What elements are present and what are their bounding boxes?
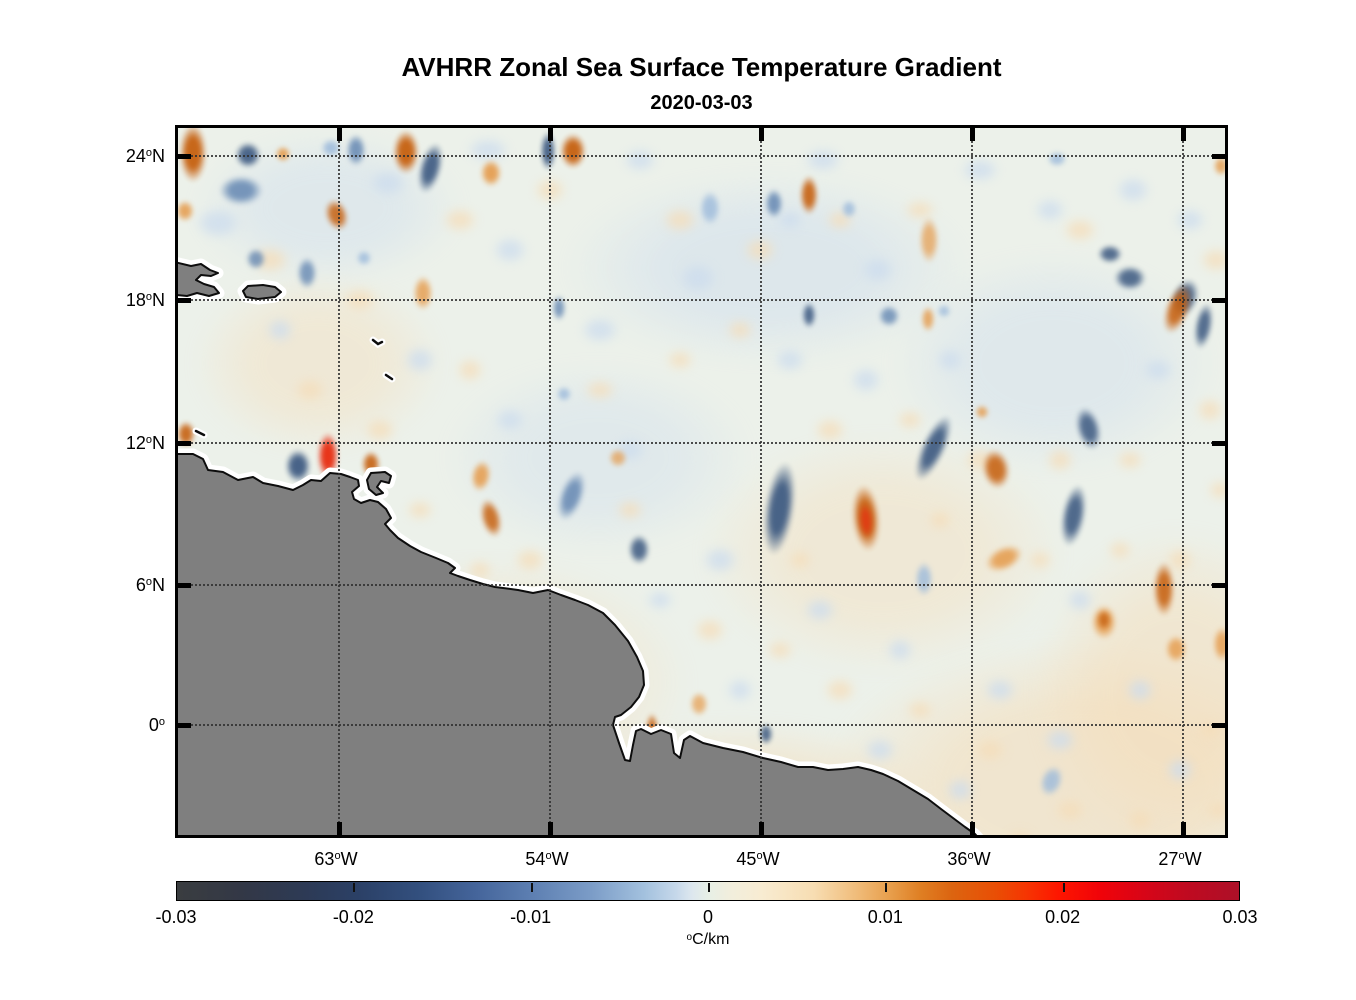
lat-tick-label-12N: 12oN xyxy=(125,433,165,453)
tick-left xyxy=(178,723,191,728)
tick-left xyxy=(178,154,191,159)
chart-title: AVHRR Zonal Sea Surface Temperature Grad… xyxy=(401,52,1002,82)
gridline-lon-45W xyxy=(760,128,762,835)
tick-right xyxy=(1212,441,1225,446)
colorbar-tick xyxy=(708,883,710,892)
tick-bottom xyxy=(1181,822,1186,835)
lon-tick-label-36W: 36oW xyxy=(947,849,991,869)
degree-symbol: o xyxy=(545,850,552,862)
lat-tick-label-0: 0o xyxy=(148,715,165,735)
gridline-lon-36W xyxy=(971,128,973,835)
land-coastline-layer xyxy=(178,257,984,835)
tick-bottom xyxy=(337,822,342,835)
colorbar xyxy=(176,881,1240,901)
tick-bottom xyxy=(548,822,553,835)
gridline-lat-6N xyxy=(178,584,1225,586)
tick-bottom xyxy=(970,822,975,835)
tick-left xyxy=(178,583,191,588)
small-island-0 xyxy=(371,338,384,346)
degree-symbol: o xyxy=(967,850,974,862)
lon-tick-label-54W: 54oW xyxy=(525,849,569,869)
degree-symbol: o xyxy=(158,716,165,728)
gridline-lon-27W xyxy=(1182,128,1184,835)
tick-top xyxy=(759,128,764,141)
lon-tick-label-63W: 63oW xyxy=(314,849,358,869)
gridline-lon-63W xyxy=(338,128,340,835)
colorbar-tick-label: 0.03 xyxy=(1222,907,1258,927)
tick-top xyxy=(1181,128,1186,141)
colorbar-tick-label: 0.01 xyxy=(867,907,903,927)
degree-symbol: o xyxy=(145,291,152,303)
tick-top xyxy=(970,128,975,141)
colorbar-tick xyxy=(885,883,888,892)
lon-tick-label-27W: 27oW xyxy=(1158,849,1202,869)
map-plot-area xyxy=(175,125,1228,838)
tick-right xyxy=(1212,298,1225,303)
colorbar-tick-label: 0.02 xyxy=(1045,907,1081,927)
degree-symbol: o xyxy=(756,850,763,862)
tick-bottom xyxy=(759,822,764,835)
colorbar-tick xyxy=(1062,883,1065,892)
degree-symbol: o xyxy=(334,850,341,862)
degree-symbol: o xyxy=(145,147,152,159)
colorbar-tick-label: -0.02 xyxy=(332,907,374,927)
gridline-lon-54W xyxy=(549,128,551,835)
gridline-lat-24N xyxy=(178,155,1225,157)
sst-blob-o1 xyxy=(1082,837,1118,838)
colorbar-tick xyxy=(353,883,356,892)
small-island-1 xyxy=(384,373,394,381)
lat-tick-label-6N: 6oN xyxy=(135,575,165,595)
landmass-puerto_rico xyxy=(242,284,282,300)
degree-symbol: o xyxy=(145,576,152,588)
tick-top xyxy=(337,128,342,141)
lat-tick-label-18N: 18oN xyxy=(125,290,165,310)
colorbar-unit-label: oC/km xyxy=(648,931,768,949)
gridline-lat-0 xyxy=(178,724,1225,726)
unit-text: C/km xyxy=(692,931,730,948)
lat-tick-label-24N: 24oN xyxy=(125,146,165,166)
gridline-lat-12N xyxy=(178,442,1225,444)
tick-right xyxy=(1212,723,1225,728)
tick-left xyxy=(178,441,191,446)
landmass-mainland xyxy=(178,453,978,835)
gridline-lat-18N xyxy=(178,299,1225,301)
degree-symbol: o xyxy=(145,434,152,446)
colorbar-tick-label: -0.03 xyxy=(155,907,197,927)
colorbar-tick-label: -0.01 xyxy=(510,907,552,927)
degree-symbol: o xyxy=(1178,850,1185,862)
colorbar-tick xyxy=(530,883,533,892)
tick-right xyxy=(1212,154,1225,159)
tick-top xyxy=(548,128,553,141)
lon-tick-label-45W: 45oW xyxy=(736,849,780,869)
tick-left xyxy=(178,298,191,303)
chart-date-subtitle: 2020-03-03 xyxy=(650,92,753,114)
colorbar-tick-label: 0 xyxy=(702,907,713,927)
tick-right xyxy=(1212,583,1225,588)
degree-symbol: o xyxy=(686,932,693,943)
landmass-hispaniola xyxy=(178,261,220,297)
